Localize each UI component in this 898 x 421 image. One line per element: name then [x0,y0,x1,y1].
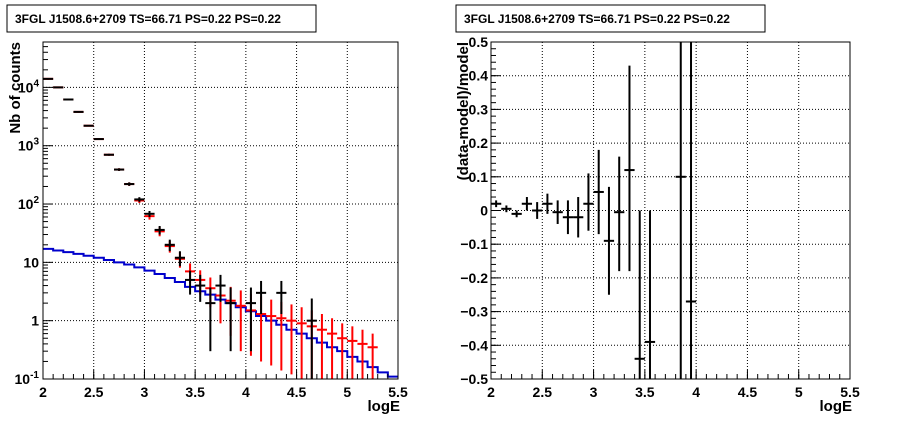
left-data-points [43,77,317,379]
right-y-tick-label: 0.2 [469,135,489,151]
left-title: 3FGL J1508.6+2709 TS=66.71 PS=0.22 PS=0.… [15,12,281,26]
right-y-tick-label: −0.2 [460,270,488,286]
right-y-tick-label: 0.3 [469,101,489,117]
left-x-tick-label: 3 [141,384,149,400]
right-y-tick-label: 0 [480,203,488,219]
left-x-tick-label: 4.5 [287,384,307,400]
left-y-axis-title: Nb of counts [7,42,24,134]
right-y-tick-label: −0.3 [460,304,488,320]
right-panel: 3FGL J1508.6+2709 TS=66.71 PS=0.22 PS=0.… [455,4,860,415]
left-y-tick-label: 10 [23,254,39,270]
right-x-axis: 2 2.5 3 3.5 4 4.5 5 5.5 [487,370,860,400]
left-y-tick-label: 103 [18,137,40,154]
right-x-tick-label: 2.5 [533,384,553,400]
right-x-tick-label: 3.5 [635,384,655,400]
left-x-tick-label: 2 [39,384,47,400]
left-y-tick-label: 1 [31,313,39,329]
left-y-tick-label: 104 [18,78,40,95]
right-x-tick-label: 4 [692,384,700,400]
right-y-tick-label: 0.5 [469,34,489,50]
right-x-tick-label: 2 [487,384,495,400]
left-x-axis: 2 2.5 3 3.5 4 4.5 5 5.5 [39,370,408,400]
left-y-axis: 10-1 1 10 102 103 104 [15,41,53,387]
right-x-axis-title: logE [820,398,853,415]
left-x-tick-label: 2.5 [84,384,104,400]
left-y-tick-label: 102 [18,195,40,212]
right-grid [490,41,851,380]
right-y-tick-label: −0.4 [460,337,488,353]
right-plot-frame [490,41,851,380]
left-x-tick-label: 4 [242,384,250,400]
left-panel: 3FGL J1508.6+2709 TS=66.71 PS=0.22 PS=0.… [6,4,408,415]
right-y-axis-title: (data-model)/model [455,42,472,180]
left-grid [42,42,399,379]
left-x-tick-label: 5.5 [388,384,408,400]
right-y-tick-label: −0.1 [460,236,488,252]
right-y-tick-label: −0.5 [460,371,488,387]
left-y-tick-label: 10-1 [15,370,40,387]
left-title-box [6,4,317,33]
right-x-tick-label: 4.5 [738,384,758,400]
right-y-tick-label: 0.4 [469,68,489,84]
right-residual-points [491,42,697,379]
right-x-tick-label: 3 [590,384,598,400]
left-plot-frame [42,41,399,380]
right-y-tick-label: 0.1 [469,169,489,185]
left-x-tick-label: 3.5 [185,384,205,400]
left-x-axis-title: logE [368,398,401,415]
right-y-axis: −0.5 −0.4 −0.3 −0.2 −0.1 0 0.1 0.2 0.3 0.4 0.5 [460,34,501,387]
right-title: 3FGL J1508.6+2709 TS=66.71 PS=0.22 PS=0.… [464,12,730,26]
left-x-tick-label: 5 [343,384,351,400]
right-x-tick-label: 5 [795,384,803,400]
right-title-box [455,4,766,33]
right-x-tick-label: 5.5 [840,384,860,400]
